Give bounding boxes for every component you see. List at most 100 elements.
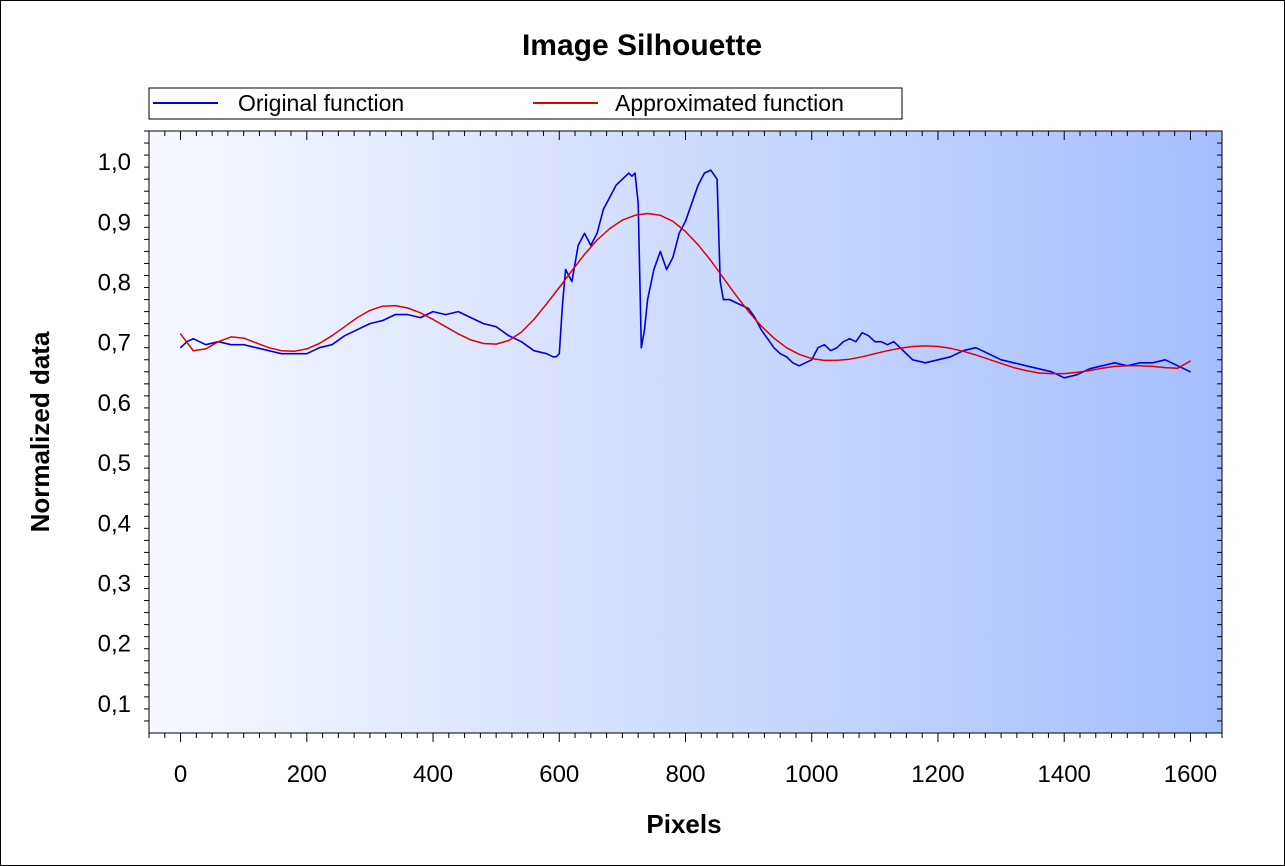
- data-point: [886, 344, 889, 346]
- data-point: [899, 347, 901, 349]
- data-point: [602, 208, 605, 210]
- data-point: [419, 317, 421, 319]
- data-point: [571, 280, 573, 283]
- data-point: [1126, 365, 1128, 367]
- data-point: [482, 323, 485, 325]
- data-point: [987, 353, 990, 355]
- data-point: [975, 354, 977, 356]
- data-point: [1164, 367, 1166, 369]
- data-point: [861, 332, 863, 334]
- legend-label-approximated: Approximated function: [615, 90, 844, 116]
- y-tick-label: 0,8: [98, 270, 131, 297]
- data-point: [823, 359, 826, 361]
- data-point: [318, 342, 320, 345]
- data-point: [596, 232, 598, 234]
- data-point: [230, 344, 232, 346]
- y-tick-label: 0,3: [98, 571, 131, 598]
- x-tick-label: 0: [174, 761, 187, 788]
- data-point: [394, 314, 396, 316]
- data-point: [217, 341, 219, 343]
- data-point: [1189, 360, 1191, 362]
- data-point: [861, 356, 863, 358]
- data-point: [1114, 362, 1116, 364]
- data-point: [893, 341, 895, 343]
- data-point: [760, 329, 762, 331]
- data-point: [533, 318, 535, 320]
- data-point: [255, 342, 257, 344]
- data-point: [1101, 367, 1103, 369]
- y-tick-label: 0,1: [98, 691, 131, 718]
- series-approximated-function: [180, 212, 1191, 375]
- data-point: [748, 311, 750, 313]
- data-point: [520, 341, 523, 343]
- data-point: [719, 280, 721, 283]
- data-point: [823, 344, 826, 346]
- data-point: [1000, 362, 1002, 364]
- data-point: [640, 347, 642, 349]
- data-point: [798, 353, 800, 355]
- legend-label-original: Original function: [238, 90, 404, 116]
- data-point: [773, 347, 775, 349]
- data-point: [637, 202, 639, 204]
- data-point: [432, 311, 434, 313]
- data-point: [950, 356, 952, 358]
- data-point: [546, 303, 548, 305]
- data-point: [1139, 365, 1141, 367]
- data-point: [571, 270, 573, 272]
- data-point: [445, 326, 447, 328]
- data-point: [836, 359, 838, 361]
- axis-ticks: [144, 130, 1223, 742]
- data-point: [1025, 365, 1027, 367]
- data-point: [785, 347, 788, 349]
- data-point: [230, 336, 232, 338]
- legend-box: [148, 87, 903, 120]
- y-tick-label: 0,7: [98, 330, 131, 357]
- data-point: [381, 320, 384, 322]
- data-point: [552, 356, 554, 358]
- data-point: [849, 358, 851, 360]
- data-point: [369, 309, 371, 311]
- data-point: [659, 250, 661, 252]
- data-point: [1088, 370, 1091, 372]
- data-point: [558, 353, 560, 355]
- data-point: [937, 345, 939, 348]
- y-tick-labels: 0,1 0,2 0,3 0,4 0,5 0,6 0,7 0,8 0,9 1,0: [98, 149, 131, 718]
- data-point: [407, 314, 409, 316]
- data-point: [785, 356, 788, 358]
- data-point: [735, 302, 737, 304]
- data-point: [1088, 368, 1091, 370]
- data-point: [331, 335, 333, 337]
- data-point: [615, 184, 617, 186]
- data-point: [1177, 365, 1179, 367]
- data-point: [609, 227, 611, 230]
- data-point: [457, 333, 459, 335]
- data-point: [855, 341, 857, 343]
- x-tick-label: 400: [413, 761, 453, 788]
- data-point: [381, 305, 384, 307]
- x-tick-label: 800: [665, 761, 705, 788]
- data-point: [1177, 367, 1179, 369]
- data-point: [672, 256, 674, 258]
- data-point: [344, 335, 346, 337]
- data-point: [1189, 371, 1191, 373]
- data-point: [722, 277, 725, 279]
- data-point: [432, 318, 434, 320]
- data-point: [1051, 373, 1053, 375]
- data-point: [647, 299, 649, 301]
- data-point: [293, 350, 295, 352]
- data-point: [830, 350, 832, 352]
- data-point: [280, 353, 283, 355]
- data-point: [912, 359, 914, 361]
- data-point: [198, 341, 201, 343]
- data-point: [987, 358, 990, 360]
- data-point: [1101, 365, 1103, 367]
- data-point: [470, 317, 472, 319]
- data-point: [950, 347, 952, 349]
- legend: Original function Approximated function: [148, 87, 903, 120]
- data-point: [924, 362, 926, 364]
- y-tick-label: 0,6: [98, 390, 131, 417]
- data-point: [684, 230, 687, 233]
- data-point: [268, 347, 270, 349]
- x-tick-label: 1600: [1164, 761, 1217, 788]
- data-point: [1000, 359, 1002, 361]
